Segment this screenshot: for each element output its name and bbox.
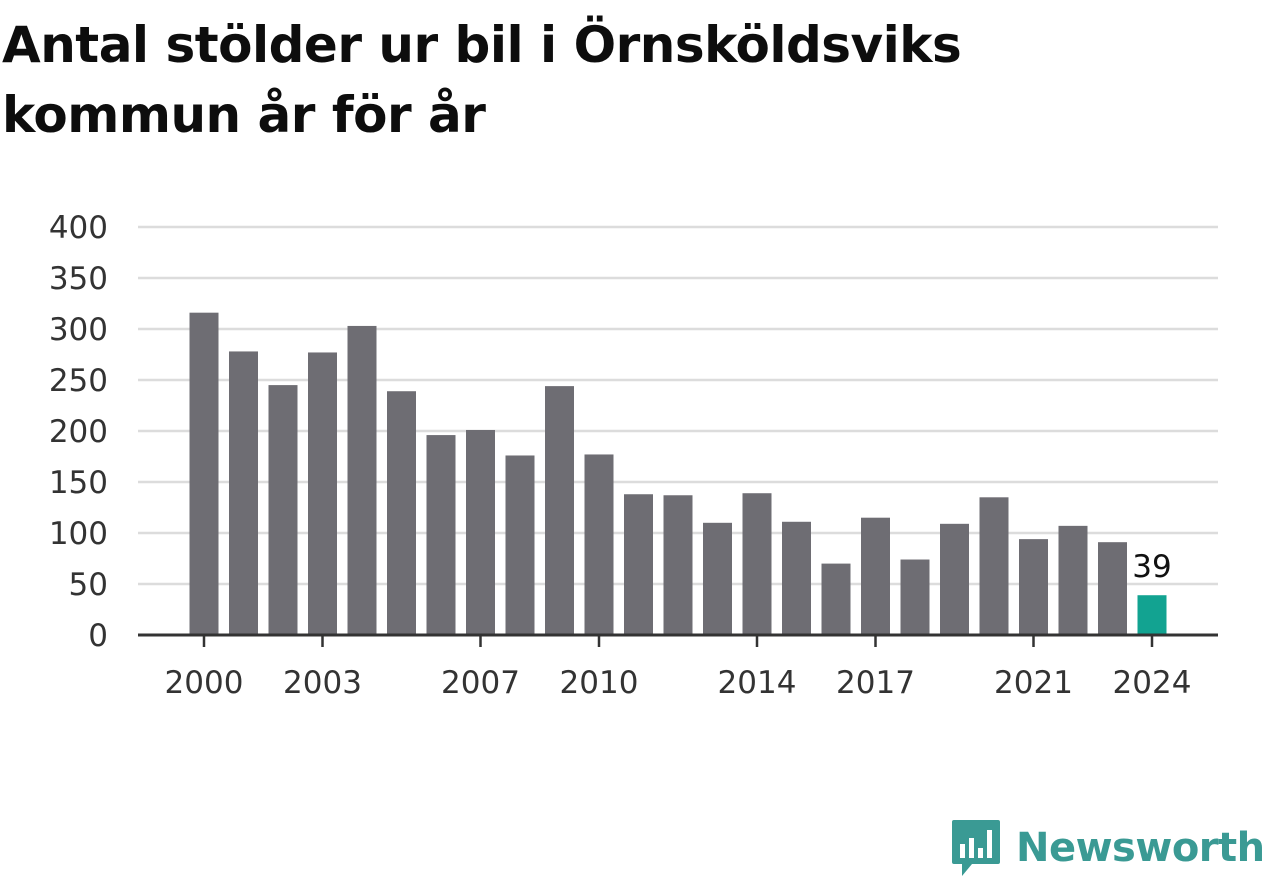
bar-2021	[1019, 539, 1048, 635]
y-tick-label: 200	[49, 414, 108, 450]
data-labels: 39	[1132, 549, 1171, 585]
y-tick-label: 300	[49, 312, 108, 348]
bar-2004	[347, 325, 377, 635]
bar-2022	[1058, 525, 1088, 635]
bar-2023	[1098, 542, 1127, 635]
bar-2015	[782, 521, 811, 635]
data-label: 39	[1132, 549, 1171, 585]
x-tick-label: 2021	[994, 665, 1073, 701]
y-tick-label: 50	[69, 567, 108, 603]
bar-2009	[545, 386, 574, 635]
y-tick-label: 350	[49, 261, 108, 297]
newsworthy-logo-icon	[952, 820, 1000, 876]
y-tick-label: 250	[49, 363, 108, 399]
bar-2012	[663, 495, 693, 635]
bar-2005	[387, 391, 416, 635]
bar-2001	[229, 351, 258, 635]
x-tick-label: 2014	[718, 665, 797, 701]
y-tick-label: 150	[49, 465, 108, 501]
chart-title: Antal stölder ur bil i Örnsköldsviks kom…	[2, 16, 962, 144]
bar-2002	[268, 385, 298, 635]
x-tick-label: 2007	[441, 665, 520, 701]
y-tick-label: 100	[49, 516, 108, 552]
bar-2011	[624, 494, 653, 635]
x-tick-label: 2017	[836, 665, 915, 701]
bar-2019	[940, 523, 969, 635]
y-tick-label: 0	[88, 618, 108, 654]
bar-2020	[979, 497, 1009, 635]
bar-2007	[466, 429, 495, 635]
x-tick-label: 2003	[283, 665, 362, 701]
bar-2013	[703, 522, 732, 635]
y-tick-label: 400	[49, 210, 108, 246]
bar-2003	[308, 352, 337, 635]
x-tick-label: 2010	[560, 665, 639, 701]
bar-2014	[742, 493, 772, 635]
y-axis-ticks: 0 50 100 150 200 250 300 350 400	[49, 210, 108, 654]
bar-2018	[900, 559, 930, 635]
x-axis-ticks: 2000 2003 2007 2010 2014 2017 2021 2024	[165, 635, 1192, 701]
bar-2006	[426, 435, 456, 635]
bar-2008	[505, 455, 535, 635]
brand-logo: Newsworthy	[950, 818, 1262, 878]
bar-2016	[821, 563, 851, 635]
bar-2010	[584, 454, 614, 635]
x-tick-label: 2000	[165, 665, 244, 701]
bar-2017	[861, 517, 890, 635]
brand-name: Newsworthy	[1016, 825, 1262, 871]
x-tick-label: 2024	[1113, 665, 1192, 701]
bars	[189, 312, 1167, 635]
bar-2000	[189, 312, 219, 635]
bar-2024	[1137, 595, 1167, 635]
